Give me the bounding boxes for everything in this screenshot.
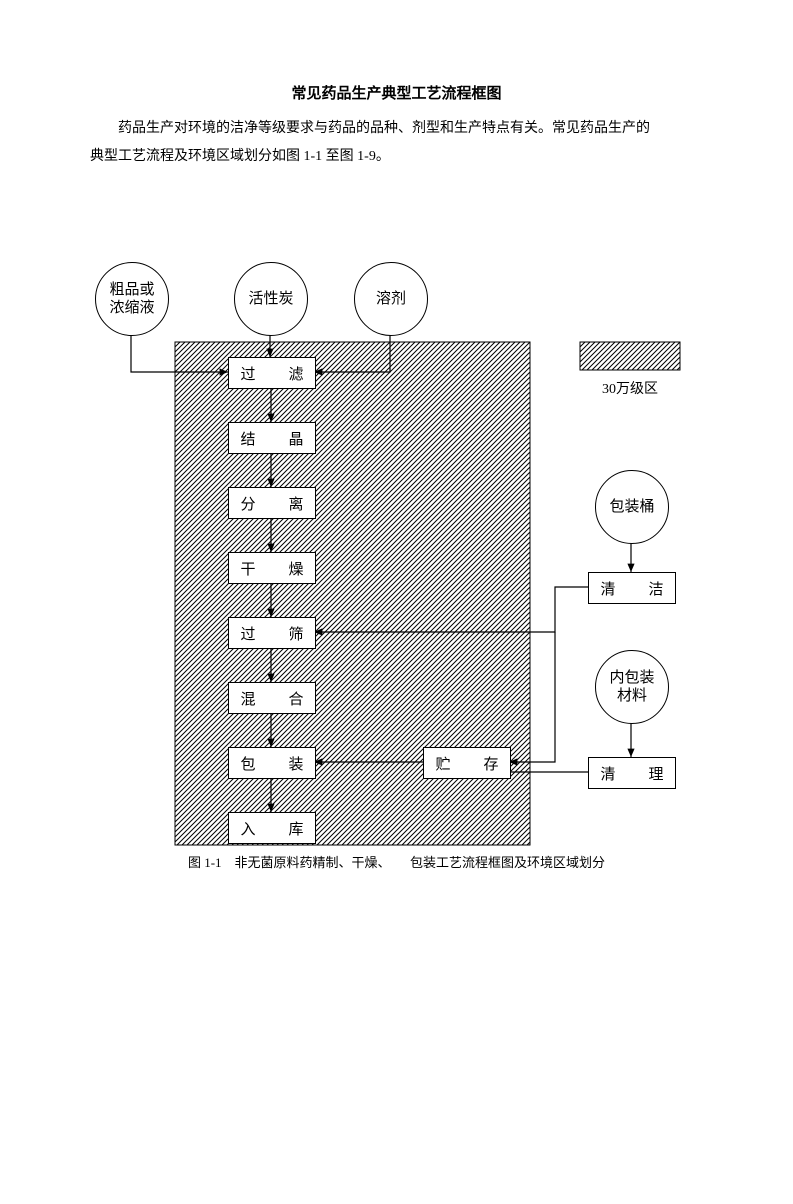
- flow-node-r_dry: 干 燥: [228, 552, 316, 584]
- flow-node-r_in: 入 库: [228, 812, 316, 844]
- flow-node-r_stock: 贮 存: [423, 747, 511, 779]
- flow-node-r_clean: 清 洁: [588, 572, 676, 604]
- flow-circle-c_pkg: 内包装材料: [595, 650, 669, 724]
- flow-circle-c_solvent: 溶剂: [354, 262, 428, 336]
- flowchart-diagram: 30万级区过 滤结 晶分 离干 燥过 筛混 合包 装贮 存入 库清 洁清 理粗品…: [90, 262, 710, 872]
- intro-text: 药品生产对环境的洁净等级要求与药品的品种、剂型和生产特点有关。常见药品生产的 典…: [90, 115, 703, 171]
- flow-node-r_clear: 清 理: [588, 757, 676, 789]
- flow-node-r_cryst: 结 晶: [228, 422, 316, 454]
- flow-node-r_mix: 混 合: [228, 682, 316, 714]
- intro-line-2: 典型工艺流程及环境区域划分如图 1-1 至图 1-9。: [90, 143, 703, 171]
- flow-node-r_sep: 分 离: [228, 487, 316, 519]
- flow-node-r_filter: 过 滤: [228, 357, 316, 389]
- flow-circle-c_carbon: 活性炭: [234, 262, 308, 336]
- flow-node-r_pack: 包 装: [228, 747, 316, 779]
- flow-circle-c_crude: 粗品或浓缩液: [95, 262, 169, 336]
- intro-line-1: 药品生产对环境的洁净等级要求与药品的品种、剂型和生产特点有关。常见药品生产的: [90, 115, 703, 143]
- flow-node-r_sieve: 过 筛: [228, 617, 316, 649]
- flow-circle-c_barrel: 包装桶: [595, 470, 669, 544]
- page-title: 常见药品生产典型工艺流程框图: [0, 82, 793, 103]
